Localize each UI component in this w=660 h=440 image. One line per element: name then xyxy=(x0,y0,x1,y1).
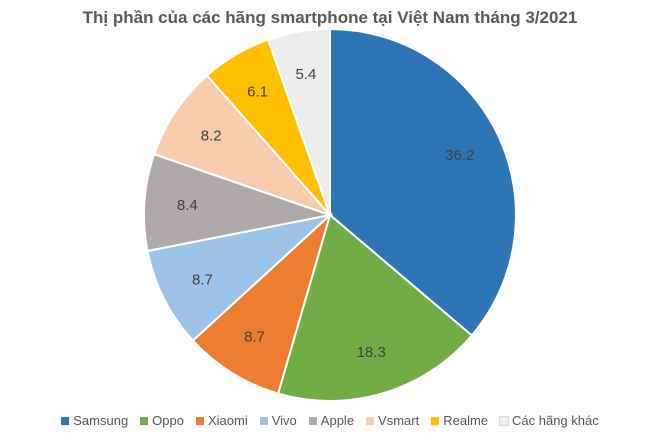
data-label-0: 36.2 xyxy=(445,147,474,164)
legend-item-6: Realme xyxy=(431,413,488,428)
legend-label: Oppo xyxy=(152,413,184,428)
legend-label: Realme xyxy=(443,413,489,428)
pie-slice-5 xyxy=(152,74,334,218)
pie-slice-4 xyxy=(143,152,334,253)
legend-item-4: Apple xyxy=(308,413,355,428)
data-label-4: 8.4 xyxy=(177,197,198,214)
pie-slice-7 xyxy=(266,27,331,216)
legend-item-1: Oppo xyxy=(140,413,184,428)
data-label-1: 18.3 xyxy=(357,344,386,361)
pie-slice-1 xyxy=(276,213,474,402)
data-label-6: 6.1 xyxy=(247,84,268,101)
legend-label: Samsung xyxy=(73,413,129,428)
legend-label: Vivo xyxy=(271,413,297,428)
legend-swatch xyxy=(499,415,510,426)
legend-label: Xiaomi xyxy=(207,413,248,428)
legend-swatch xyxy=(259,416,268,425)
legend-swatch xyxy=(308,416,317,425)
data-label-2: 8.7 xyxy=(244,329,265,346)
data-label-3: 8.7 xyxy=(192,272,213,289)
pie-slice-2 xyxy=(191,211,332,395)
data-label-5: 8.2 xyxy=(201,127,222,144)
legend-item-5: Vsmart xyxy=(366,413,419,428)
legend-swatch xyxy=(61,416,70,425)
legend-swatch xyxy=(195,416,204,425)
legend-label: Các hãng khác xyxy=(512,413,599,428)
chart-title: Thị phần của các hãng smartphone tại Việ… xyxy=(82,8,578,27)
legend-swatch xyxy=(366,416,375,425)
pie-slice-0 xyxy=(329,27,517,337)
legend-swatch xyxy=(140,416,149,425)
legend-item-3: Vivo xyxy=(259,413,297,428)
chart-legend: Samsung Oppo Xiaomi Vivo Apple Vsmart Realme Cá… xyxy=(0,413,660,428)
legend-label: Vsmart xyxy=(378,413,420,428)
data-label-7: 5.4 xyxy=(295,66,316,83)
legend-swatch xyxy=(431,416,440,425)
legend-item-7: Các hãng khác xyxy=(499,413,599,428)
pie-slice-3 xyxy=(146,213,334,343)
legend-item-2: Xiaomi xyxy=(195,413,248,428)
legend-label: Apple xyxy=(320,413,355,428)
legend-item-0: Samsung xyxy=(61,413,128,428)
